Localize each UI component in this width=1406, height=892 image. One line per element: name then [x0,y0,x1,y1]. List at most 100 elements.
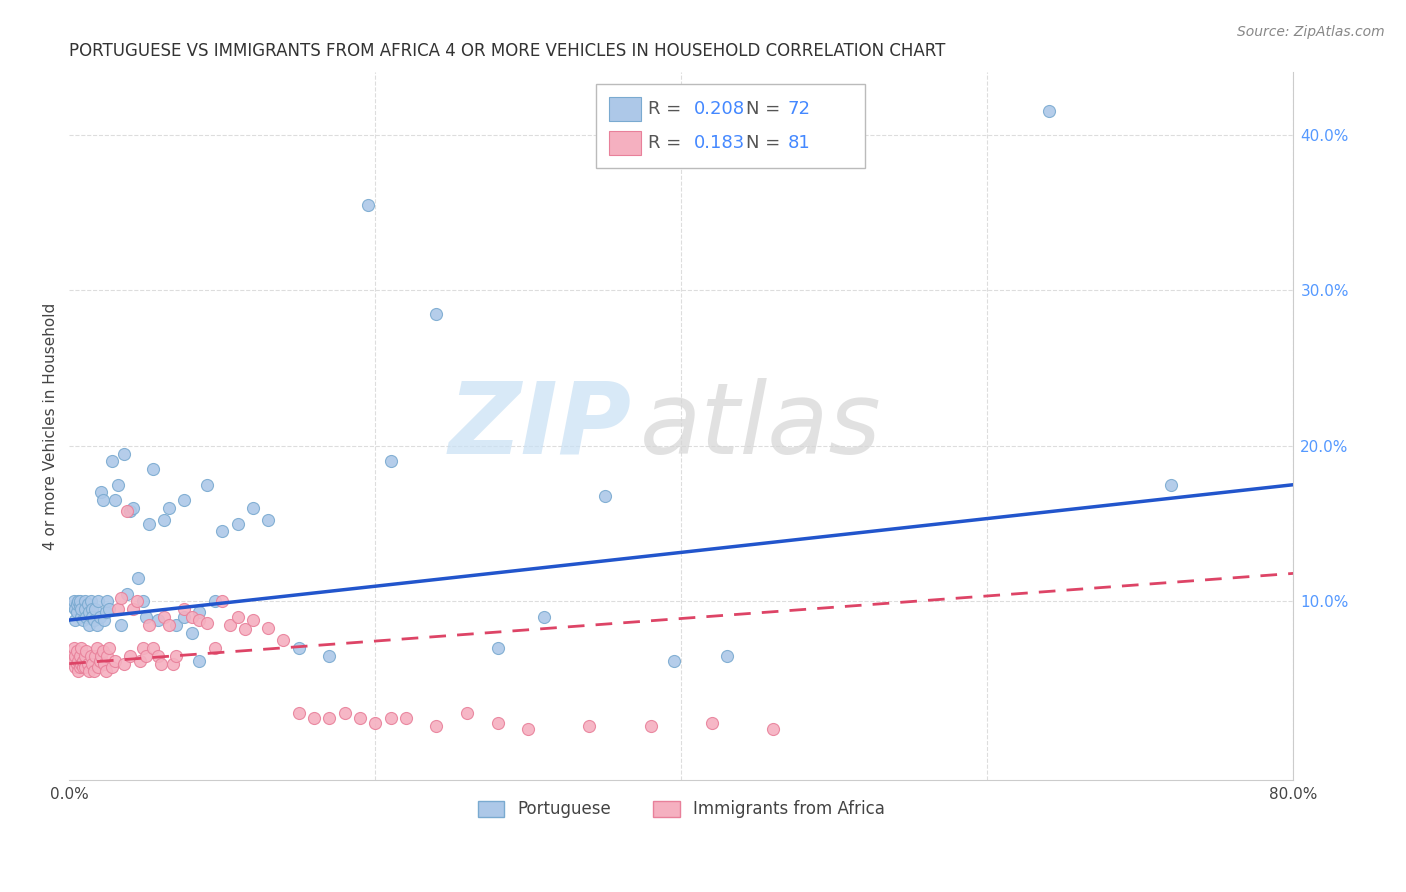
Text: PORTUGUESE VS IMMIGRANTS FROM AFRICA 4 OR MORE VEHICLES IN HOUSEHOLD CORRELATION: PORTUGUESE VS IMMIGRANTS FROM AFRICA 4 O… [69,42,946,60]
Point [138,617,160,632]
Point [138,516,160,531]
Point [101,454,124,468]
Point [104,493,127,508]
Point [94,665,117,679]
Point [131,594,153,608]
Point [593,489,616,503]
Point [188,653,211,667]
Point [72,659,94,673]
Text: 0.208: 0.208 [693,101,745,119]
Point [120,648,142,663]
Point [395,711,418,725]
Point [242,613,264,627]
Point [117,586,139,600]
Point [65,613,87,627]
Point [219,617,242,632]
Point [716,648,738,663]
Point [318,648,340,663]
Point [90,485,112,500]
Point [70,610,93,624]
Point [65,648,87,663]
Point [380,711,402,725]
Point [173,610,195,624]
Point [425,719,447,733]
Point [63,653,86,667]
Point [63,641,86,656]
Point [131,641,153,656]
Point [73,602,96,616]
FancyBboxPatch shape [596,85,865,168]
Point [287,641,309,656]
Point [122,501,145,516]
Point [287,706,309,721]
Point [79,648,101,663]
Point [122,602,145,616]
Text: R =: R = [648,134,688,152]
Point [69,659,91,673]
Point [380,454,402,468]
Point [125,594,148,608]
Point [101,659,124,673]
Point [142,641,165,656]
Point [66,644,89,658]
Text: Source: ZipAtlas.com: Source: ZipAtlas.com [1237,25,1385,39]
Point [75,644,97,658]
Point [83,613,105,627]
Point [153,514,176,528]
Point [77,605,100,619]
Point [128,653,150,667]
Point [204,641,226,656]
Point [349,711,371,725]
Point [90,648,112,663]
Point [82,657,104,671]
Point [640,719,662,733]
Point [302,711,325,725]
Point [79,594,101,608]
Point [486,715,509,730]
Point [165,617,187,632]
Text: 72: 72 [787,101,811,119]
Text: atlas: atlas [640,378,882,475]
Point [1038,104,1060,119]
Point [257,514,280,528]
Point [135,610,157,624]
Point [76,657,98,671]
Point [356,197,378,211]
Point [762,722,785,736]
Point [72,613,94,627]
Point [662,653,685,667]
Point [89,610,111,624]
Point [86,617,108,632]
Point [333,706,356,721]
Point [318,711,340,725]
Point [120,504,142,518]
Point [425,307,447,321]
Point [146,613,169,627]
Point [73,659,96,673]
Text: 81: 81 [787,134,810,152]
Point [77,617,100,632]
Point [157,501,180,516]
Point [110,591,132,606]
Text: ZIP: ZIP [449,378,633,475]
Point [86,641,108,656]
Point [89,653,111,667]
Point [72,653,94,667]
Point [112,447,135,461]
Point [257,621,280,635]
Point [73,594,96,608]
Point [82,610,104,624]
Point [195,477,218,491]
Point [65,659,87,673]
Point [70,641,93,656]
Point [96,594,118,608]
Point [107,602,129,616]
Point [91,644,114,658]
Point [91,493,114,508]
Point [456,706,478,721]
FancyBboxPatch shape [609,131,641,155]
Point [204,594,226,608]
Point [188,605,211,619]
Point [76,598,98,612]
Point [93,613,115,627]
